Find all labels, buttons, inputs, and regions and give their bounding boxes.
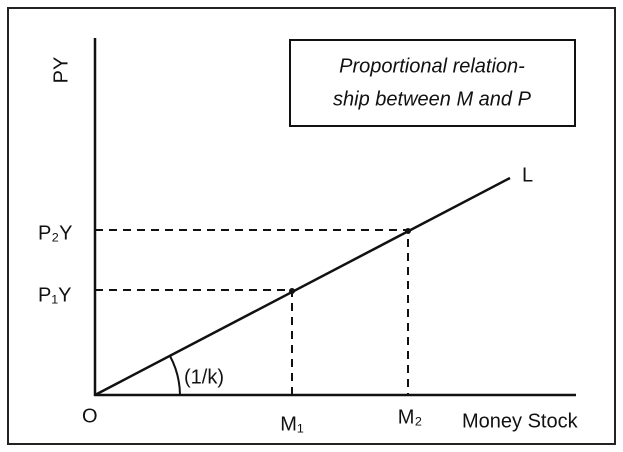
origin-label: O <box>82 405 98 427</box>
angle-label: (1/k) <box>184 366 224 388</box>
legend-text: ship between M and P <box>333 88 532 110</box>
point <box>405 228 411 234</box>
x-level-label: M₁ <box>280 413 304 435</box>
y-axis-label: PY <box>50 57 72 84</box>
y-level-label: P₂Y <box>38 222 72 244</box>
angle-arc <box>169 355 181 396</box>
y-level-label: P₁Y <box>38 284 71 306</box>
point <box>289 288 295 294</box>
x-axis-label: Money Stock <box>462 410 579 432</box>
line-l <box>94 176 511 397</box>
curve-label: L <box>522 164 533 186</box>
legend-box <box>289 39 576 127</box>
legend-text: Proportional relation- <box>339 55 525 77</box>
x-level-label: M₂ <box>398 406 422 428</box>
